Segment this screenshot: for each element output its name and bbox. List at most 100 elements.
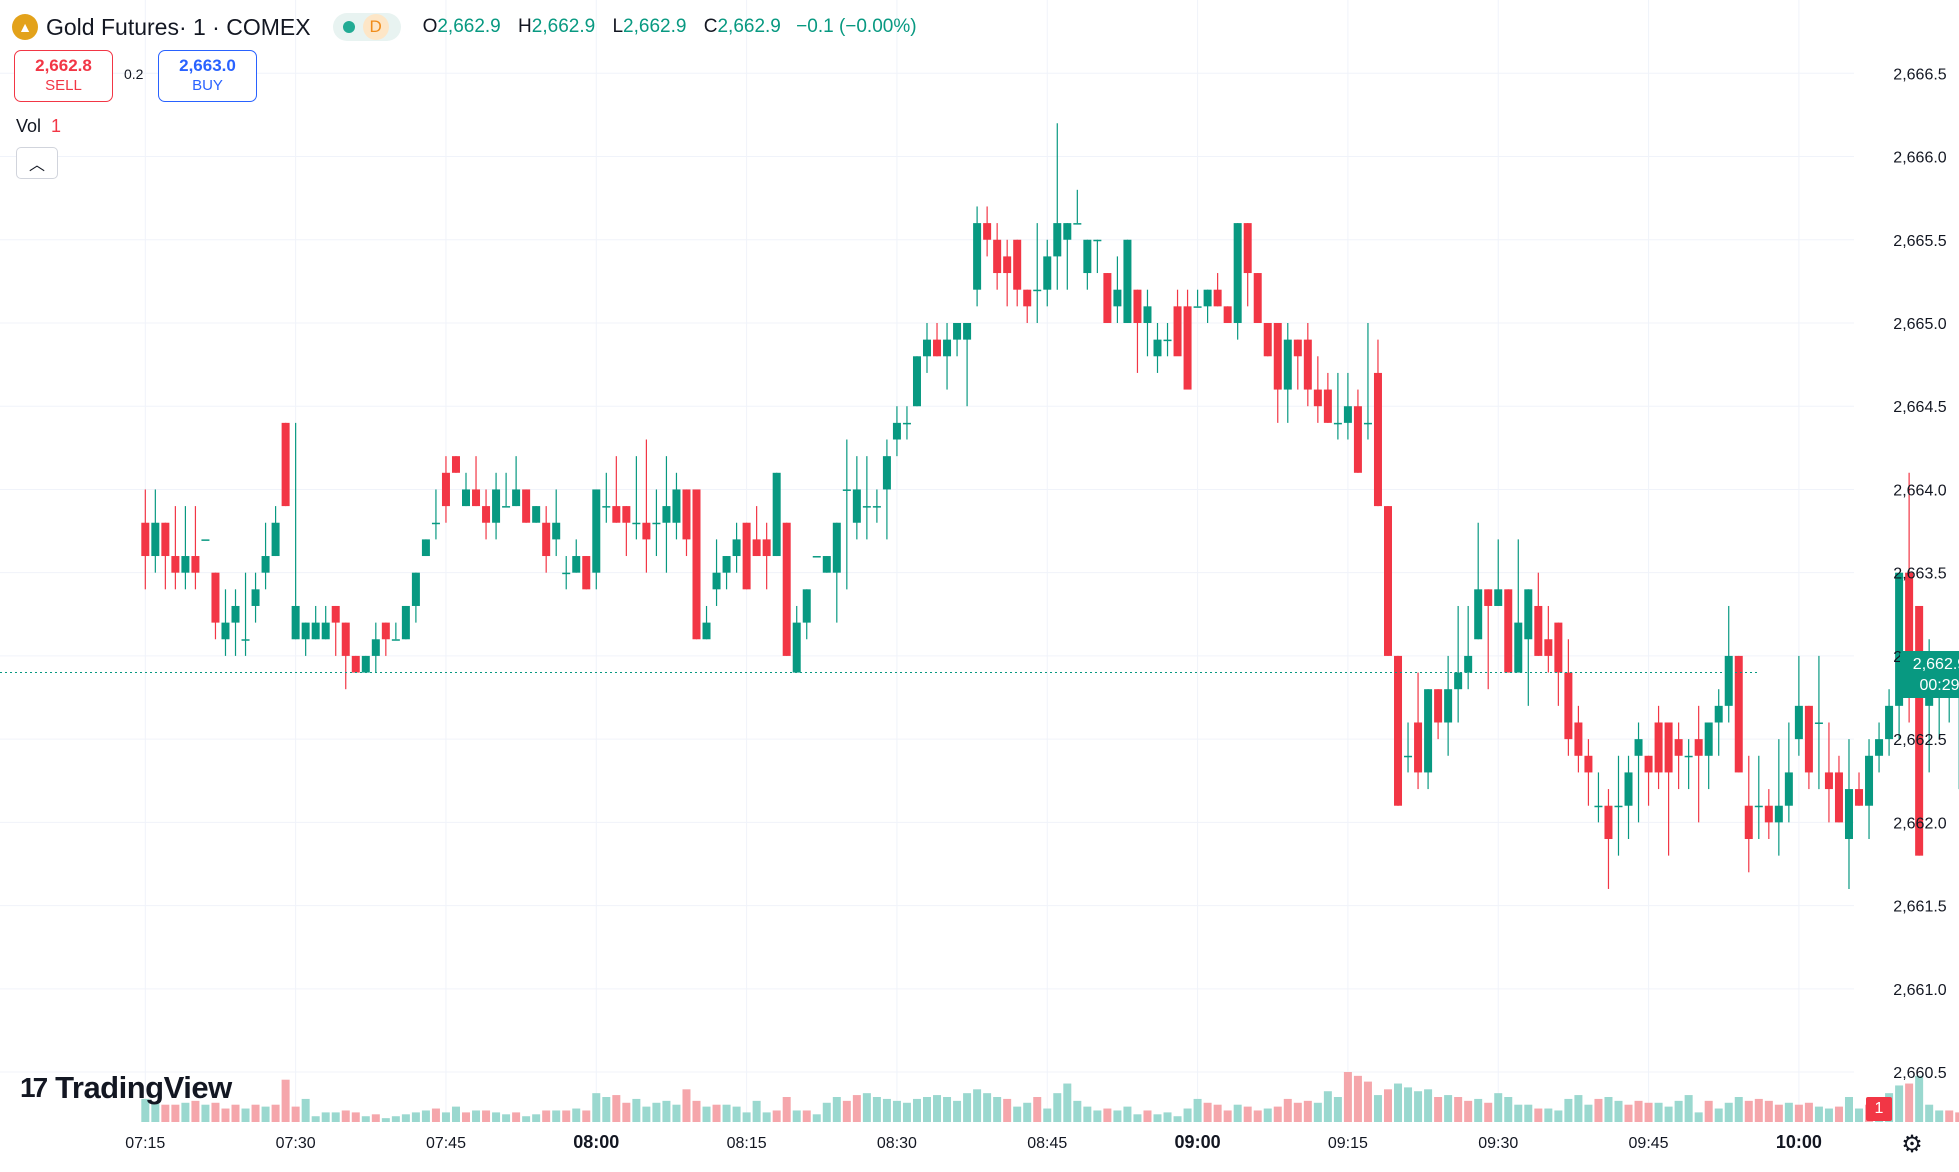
volume-bar [1955, 1112, 1959, 1122]
candle-body [1814, 722, 1823, 724]
candle-body [542, 522, 551, 557]
volume-bar [983, 1093, 992, 1122]
volume-bar [1263, 1108, 1272, 1122]
volume-bar [862, 1093, 871, 1122]
volume-bar [1143, 1110, 1152, 1122]
volume-bar [361, 1116, 370, 1122]
volume-bar [1243, 1106, 1252, 1122]
candle-body [902, 422, 911, 425]
candle-body [492, 489, 501, 523]
market-status-pill[interactable]: D [332, 13, 401, 41]
volume-bar [852, 1095, 861, 1122]
candle-body [562, 572, 571, 575]
candle-body [1093, 239, 1102, 242]
volume-bar [281, 1079, 290, 1122]
volume-bar [682, 1089, 691, 1122]
volume-bar [1895, 1085, 1904, 1122]
candle-body [782, 522, 791, 656]
candle-body [411, 572, 420, 606]
volume-bar [1464, 1100, 1473, 1122]
volume-bar [792, 1110, 801, 1122]
candle-body [592, 489, 601, 573]
gear-icon[interactable]: ⚙ [1901, 1130, 1923, 1158]
candle-body [512, 489, 521, 507]
volume-label: Vol [16, 116, 42, 136]
volume-bar [842, 1100, 851, 1122]
candle-body [842, 489, 851, 491]
volume-bar [1834, 1106, 1843, 1122]
candle-body [1203, 289, 1212, 307]
candlestick-series [141, 123, 1959, 889]
sell-price: 2,662.8 [35, 56, 92, 75]
candle-body [752, 539, 761, 557]
candle-body [1574, 722, 1583, 756]
candle-body [1694, 739, 1703, 756]
candle-body [502, 506, 511, 508]
candle-body [1614, 805, 1623, 808]
volume-bar [572, 1108, 581, 1122]
buy-button[interactable]: 2,663.0 BUY [158, 50, 257, 102]
collapse-legend-button[interactable]: ︿ [16, 147, 58, 179]
volume-bar [732, 1106, 741, 1122]
candle-body [692, 489, 701, 640]
candle-body [1253, 273, 1262, 323]
candle-body [1213, 289, 1222, 307]
candle-body [1514, 622, 1523, 673]
candle-body [963, 322, 972, 340]
change-value: −0.1 (−0.00%) [796, 16, 917, 37]
volume-bar [1594, 1098, 1603, 1122]
time-tick-label: 09:45 [1629, 1135, 1669, 1152]
volume-bar [1794, 1104, 1803, 1122]
candle-body [261, 556, 270, 573]
tradingview-mark: 17 [20, 1072, 48, 1103]
candle-body [1123, 239, 1132, 323]
candle-body [1263, 322, 1272, 357]
price-tick-label: 2,663.5 [1893, 566, 1946, 583]
volume-bar [421, 1110, 430, 1122]
price-tick-label: 2,660.5 [1893, 1065, 1946, 1082]
sell-button[interactable]: 2,662.8 SELL [14, 50, 113, 102]
price-tick-label: 2,666.5 [1893, 66, 1946, 83]
time-tick-label: 08:45 [1027, 1135, 1067, 1152]
volume-bar [1744, 1100, 1753, 1122]
open-value: 2,662.9 [437, 16, 501, 37]
volume-legend[interactable]: Vol 1 [16, 116, 61, 137]
volume-bar [1614, 1100, 1623, 1122]
volume-bar [622, 1102, 631, 1122]
volume-bar [712, 1104, 721, 1122]
candle-body [852, 489, 861, 523]
candle-body [1193, 306, 1202, 308]
candle-body [1885, 705, 1894, 740]
candle-body [1564, 672, 1573, 740]
price-axis[interactable]: 2,666.5 2,666.0 2,665.5 2,665.0 2,664.5 2,664… [1893, 66, 1946, 1082]
candle-body [792, 622, 801, 673]
symbol-name[interactable]: Gold Futures [46, 13, 179, 40]
volume-bar [1133, 1114, 1142, 1122]
candle-body [622, 506, 631, 523]
volume-bar [191, 1100, 200, 1122]
volume-bar [1754, 1098, 1763, 1122]
volume-bar [1544, 1108, 1553, 1122]
volume-bar [1434, 1097, 1443, 1122]
tradingview-logo[interactable]: 17 TradingView [20, 1070, 232, 1106]
volume-bar [702, 1106, 711, 1122]
time-tick-label: 08:15 [727, 1135, 767, 1152]
volume-bar [672, 1104, 681, 1122]
volume-bar [1504, 1097, 1513, 1122]
volume-bar [1093, 1110, 1102, 1122]
candle-body [1424, 689, 1433, 773]
price-tick-label: 2,661.0 [1893, 982, 1946, 999]
volume-bar [592, 1093, 601, 1122]
volume-bar [1343, 1072, 1352, 1122]
candle-body [321, 622, 330, 640]
time-tick-label: 09:00 [1175, 1132, 1221, 1152]
volume-bar [231, 1104, 240, 1122]
candle-body [1804, 705, 1813, 773]
candle-body [742, 522, 751, 590]
candle-body [1855, 789, 1864, 806]
time-axis[interactable]: 07:15 07:30 07:45 08:00 08:15 08:30 08:45 09:00… [125, 1132, 1822, 1152]
volume-bar [221, 1108, 230, 1122]
candle-body [431, 522, 440, 525]
candle-body [1223, 306, 1232, 323]
